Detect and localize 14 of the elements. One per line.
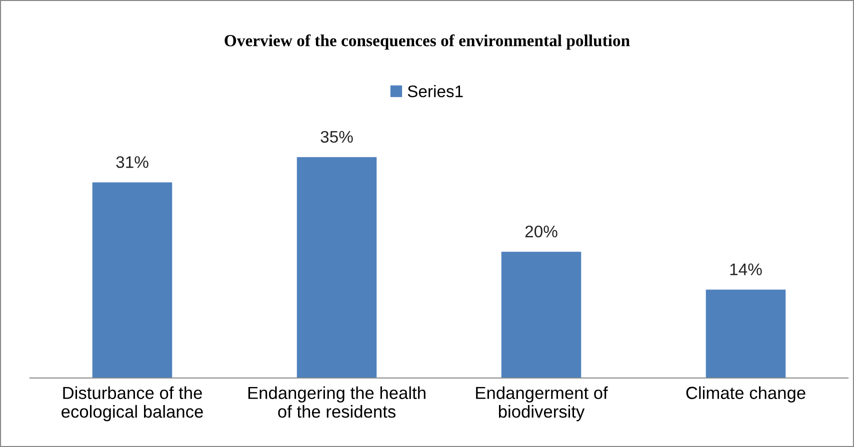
chart-title: Overview of the consequences of environmental pollution — [224, 34, 630, 50]
legend-label: Series1 — [408, 85, 463, 98]
data-label: 14% — [730, 264, 762, 276]
data-label: 31% — [116, 156, 148, 168]
bar — [501, 252, 582, 378]
data-label: 20% — [525, 226, 558, 238]
bar — [706, 290, 786, 378]
x-tick-label: Endangerment of biodiversity — [476, 386, 608, 422]
x-tick-label: Climate change — [686, 386, 806, 403]
x-tick-label: Endangering the health of the residents — [248, 386, 426, 418]
data-label: 35% — [320, 130, 353, 143]
bar — [92, 182, 172, 378]
bar — [296, 157, 377, 378]
x-tick-label: Disturbance of the ecological balance — [62, 386, 203, 422]
